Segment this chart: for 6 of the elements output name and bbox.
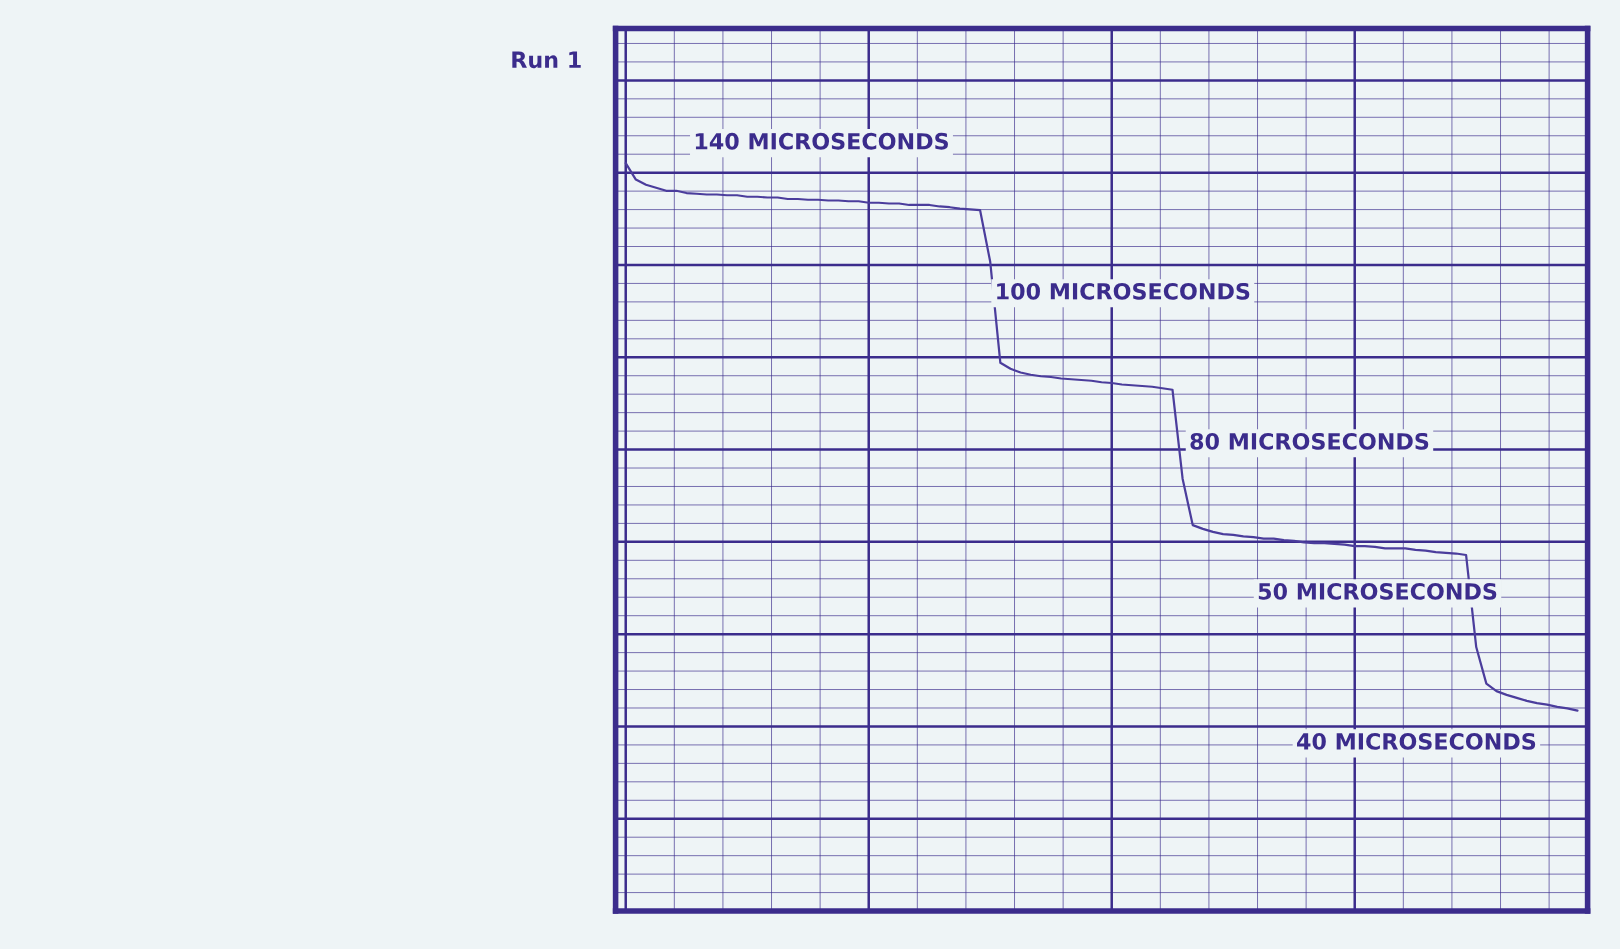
- annotation: 50 MICROSECONDS: [1258, 582, 1497, 600]
- chart-title: Run 1: [512, 51, 581, 69]
- annotation: 80 MICROSECONDS: [1190, 432, 1429, 450]
- text: 140 MICROSECONDS: [695, 132, 948, 150]
- annotation: 100 MICROSECONDS: [997, 282, 1250, 300]
- annotation: 40 MICROSECONDS: [1297, 732, 1536, 750]
